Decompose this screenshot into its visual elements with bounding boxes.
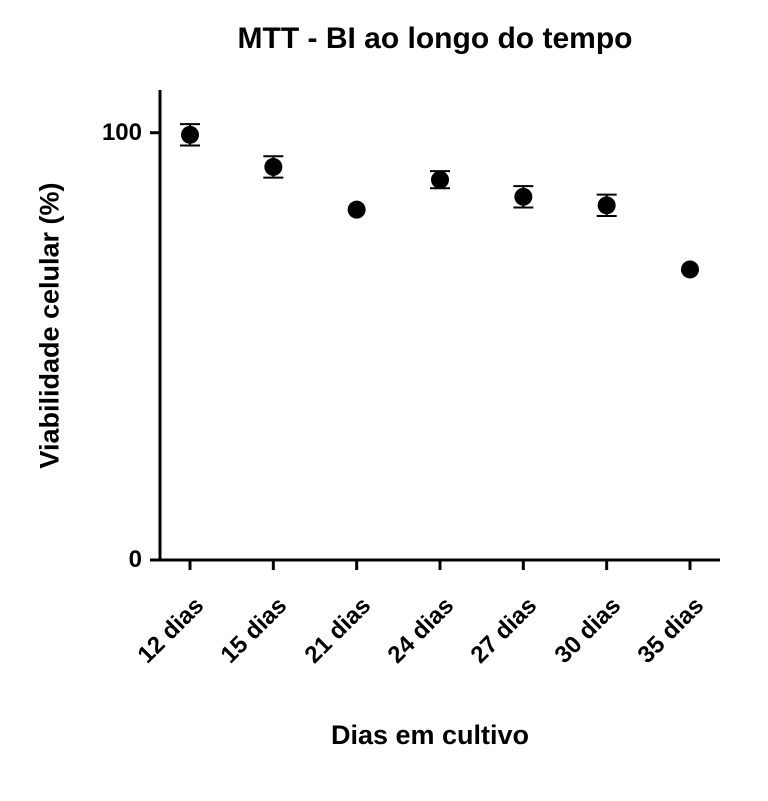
- chart-container: MTT - BI ao longo do tempo Viabilidade c…: [0, 0, 768, 801]
- ytick-label: 100: [82, 119, 142, 147]
- data-point: [431, 171, 449, 189]
- data-point: [598, 196, 616, 214]
- data-point: [348, 201, 366, 219]
- data-point: [264, 158, 282, 176]
- ytick-label: 0: [82, 546, 142, 574]
- data-point: [681, 260, 699, 278]
- data-point: [181, 126, 199, 144]
- data-point: [514, 188, 532, 206]
